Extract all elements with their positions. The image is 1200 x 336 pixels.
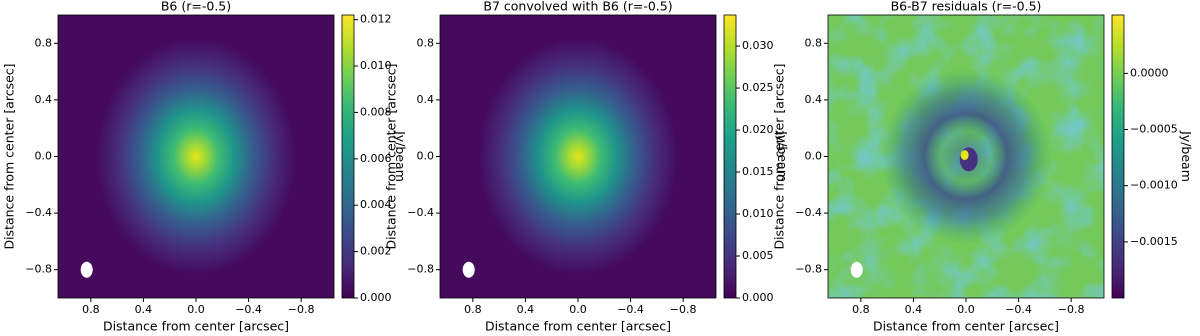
x-axis-label: Distance from center [arcsec]: [873, 319, 1059, 334]
colorbar-tick-label: −0.0015: [1130, 235, 1178, 248]
x-tick-label: 0.0: [957, 303, 975, 316]
y-tick-label: −0.8: [795, 263, 822, 276]
colorbar-tick-label: 0.010: [742, 207, 774, 220]
colorbar-tick-label: 0.002: [360, 245, 392, 258]
x-tick-label: 0.4: [517, 303, 535, 316]
image-blob: [58, 15, 334, 298]
colorbar-tick-label: −0.0005: [1130, 123, 1178, 136]
panel: 0.8 0.4 0.0 −0.4 −0.8 −0.8 −0.4 0.0 0.4 0.8 B6 (r=…: [2, 0, 409, 334]
beam: [462, 261, 475, 278]
y-tick-label: 0.4: [805, 93, 823, 106]
y-tick-label: 0.0: [35, 150, 53, 163]
x-axis-label: Distance from center [arcsec]: [103, 319, 289, 334]
colorbar-tick-label: 0.004: [360, 198, 392, 211]
y-axis-label: Distance from center [arcsec]: [384, 63, 399, 249]
x-tick-label: −0.8: [288, 303, 315, 316]
colorbar-tick-label: 0.015: [742, 165, 774, 178]
x-tick-label: 0.8: [464, 303, 482, 316]
beam: [80, 261, 93, 278]
colorbar-tick-label: 0.000: [360, 291, 392, 304]
colorbar-tick-label: 0.030: [742, 39, 774, 52]
chart-title: B6-B7 residuals (r=-0.5): [891, 0, 1042, 14]
colorbar: [1111, 14, 1125, 299]
y-tick-label: −0.8: [407, 263, 434, 276]
y-tick-label: 0.0: [805, 150, 823, 163]
y-axis-label: Distance from center [arcsec]: [2, 63, 17, 249]
y-tick-label: 0.0: [417, 150, 435, 163]
y-tick-label: 0.4: [35, 93, 53, 106]
colorbar-label: Jy/beam: [393, 130, 408, 182]
x-tick-label: −0.4: [617, 303, 644, 316]
y-tick-label: 0.4: [417, 93, 435, 106]
y-tick-label: −0.4: [795, 206, 822, 219]
beam: [850, 261, 863, 278]
colorbar-tick-label: 0.025: [742, 81, 774, 94]
colorbar-tick-label: 0.006: [360, 152, 392, 165]
colorbar-tick-label: 0.012: [360, 13, 392, 26]
y-tick-label: 0.8: [417, 36, 435, 49]
colorbar-label: Jy/beam: [1179, 130, 1194, 182]
y-tick-label: −0.8: [25, 263, 52, 276]
chart-title: B6 (r=-0.5): [161, 0, 231, 14]
y-tick-label: 0.8: [35, 36, 53, 49]
x-tick-label: 0.0: [187, 303, 205, 316]
colorbar: [723, 14, 737, 299]
chart-title: B7 convolved with B6 (r=-0.5): [483, 0, 672, 14]
x-tick-label: 0.8: [852, 303, 870, 316]
x-tick-label: −0.8: [670, 303, 697, 316]
colorbar-tick-label: −0.0010: [1130, 179, 1178, 192]
colorbar-tick-label: 0.000: [742, 291, 774, 304]
x-tick-label: 0.4: [135, 303, 153, 316]
panel: 0.8 0.4 0.0 −0.4 −0.8 −0.8 −0.4 0.0 0.4 0.8 B6-B7 …: [772, 0, 1195, 334]
x-tick-label: 0.8: [82, 303, 100, 316]
x-tick-label: −0.4: [235, 303, 262, 316]
x-axis-label: Distance from center [arcsec]: [485, 319, 671, 334]
colorbar-tick-label: 0.020: [742, 123, 774, 136]
image-blob: [440, 15, 716, 298]
y-tick-label: 0.8: [805, 36, 823, 49]
panel: 0.8 0.4 0.0 −0.4 −0.8 −0.8 −0.4 0.0 0.4 0.8 B7 con…: [384, 0, 791, 334]
colorbar-tick-label: 0.0000: [1130, 66, 1169, 79]
x-tick-label: −0.4: [1005, 303, 1032, 316]
y-tick-label: −0.4: [407, 206, 434, 219]
colorbar: [341, 14, 355, 299]
x-tick-label: 0.0: [569, 303, 587, 316]
x-tick-label: 0.4: [905, 303, 923, 316]
colorbar-tick-label: 0.010: [360, 59, 392, 72]
x-tick-label: −0.8: [1058, 303, 1085, 316]
y-tick-label: −0.4: [25, 206, 52, 219]
image-peak: [960, 150, 969, 161]
y-axis-label: Distance from center [arcsec]: [772, 63, 787, 249]
colorbar-tick-label: 0.008: [360, 105, 392, 118]
colorbar-tick-label: 0.005: [742, 249, 774, 262]
colorbar-label: Jy/beam: [775, 130, 790, 182]
